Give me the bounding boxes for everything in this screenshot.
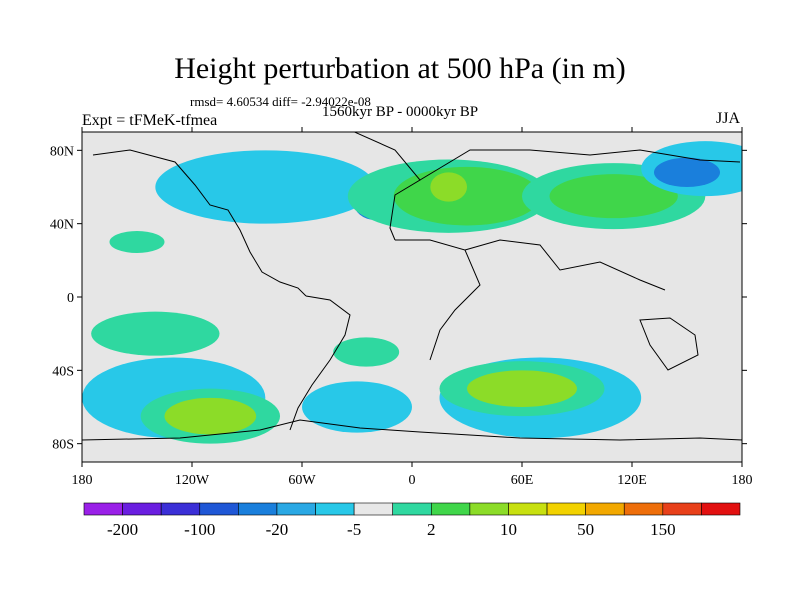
coastlines xyxy=(82,132,742,441)
colorbar-swatch xyxy=(546,502,586,516)
colorbar-label: -200 xyxy=(107,520,138,539)
field-region-13 xyxy=(164,397,257,435)
colorbar-swatch xyxy=(623,502,664,516)
colorbar-swatch xyxy=(508,502,548,516)
lon-tick-label: 180 xyxy=(732,473,753,488)
coast-asia-south xyxy=(464,239,666,291)
coast-north-america xyxy=(92,149,307,297)
colorbar-label: 2 xyxy=(427,520,436,539)
colorbar-label: 50 xyxy=(577,520,594,539)
lat-tick-label: 40N xyxy=(50,218,74,233)
colorbar-swatch xyxy=(83,502,123,516)
lon-tick-label: 120E xyxy=(617,473,647,488)
lat-tick-label: 80S xyxy=(52,438,74,453)
coast-australia xyxy=(639,317,699,371)
field-region-3 xyxy=(393,166,541,226)
colorbar-swatch xyxy=(353,502,394,516)
field-region-14 xyxy=(333,337,400,367)
coast-antarctica xyxy=(82,419,742,441)
field-region-6 xyxy=(549,174,678,219)
coast-asia-north xyxy=(419,149,741,181)
colorbar-swatch xyxy=(238,502,278,516)
colorbar-swatch xyxy=(315,502,355,516)
lon-tick-label: 0 xyxy=(409,473,416,488)
field-region-10 xyxy=(91,311,220,356)
colorbar-label: -100 xyxy=(184,520,215,539)
colorbar-label: -20 xyxy=(266,520,289,539)
colorbar-swatch xyxy=(662,502,702,516)
lon-tick-label: 120W xyxy=(175,473,210,488)
stats-text: rmsd= 4.60534 diff= -2.94022e-08 xyxy=(190,94,371,109)
coast-greenland-europe xyxy=(353,132,421,241)
colorbar-swatch xyxy=(160,502,201,516)
colorbar-label: 150 xyxy=(650,520,676,539)
coast-africa xyxy=(395,239,481,361)
period-text: 1560kyr BP - 0000kyr BP xyxy=(322,104,479,120)
field-region-15 xyxy=(302,381,412,433)
lon-tick-label: 60W xyxy=(288,473,316,488)
season-label: JJA xyxy=(716,110,741,127)
lat-tick-label: 0 xyxy=(67,291,74,306)
lon-tick-label: 180 xyxy=(72,473,93,488)
colorbar-label: 10 xyxy=(500,520,517,539)
figure-title: Height perturbation at 500 hPa (in m) xyxy=(174,52,626,85)
lat-tick-label: 80N xyxy=(50,144,74,159)
field-region-18 xyxy=(467,370,577,407)
colorbar-label: -5 xyxy=(347,520,361,539)
map-panel xyxy=(81,131,743,463)
colorbar-swatch xyxy=(199,502,239,516)
field-region-8 xyxy=(654,157,720,187)
latitude-axis: 80N 40N 0 40S 80S xyxy=(50,144,747,453)
colorbar-swatch xyxy=(469,502,509,516)
experiment-label: Expt = tFMeK-tfmea xyxy=(82,112,218,129)
colorbar: -200 -100 -20 -5 2 10 50 150 xyxy=(83,502,741,539)
longitude-axis: 180 120W 60W 0 60E 120E 180 xyxy=(72,127,753,488)
colorbar-swatch xyxy=(276,502,316,516)
field-region-0 xyxy=(155,150,376,224)
colorbar-swatch xyxy=(585,502,625,516)
lat-tick-label: 40S xyxy=(52,364,74,379)
colorbar-swatch xyxy=(701,502,741,516)
field-region-4 xyxy=(430,172,467,202)
lon-tick-label: 60E xyxy=(511,473,534,488)
colorbar-swatch xyxy=(430,502,471,516)
colorbar-swatch xyxy=(392,502,432,516)
field-region-9 xyxy=(109,231,165,253)
colorbar-swatch xyxy=(122,502,162,516)
coast-south-america xyxy=(289,295,351,431)
